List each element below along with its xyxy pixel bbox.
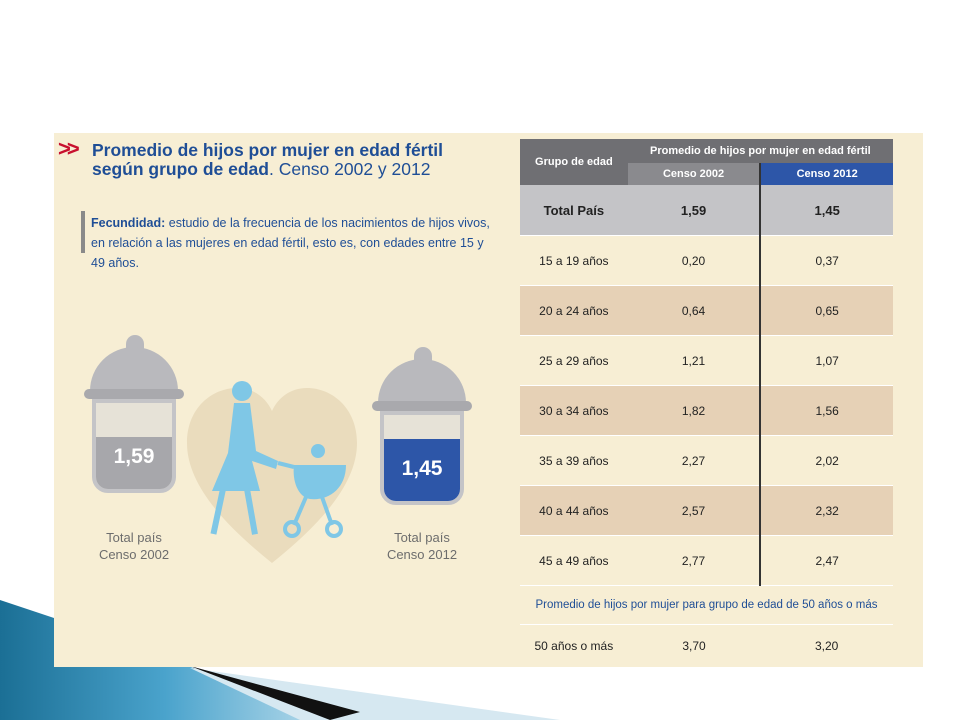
row-label: 40 a 44 años (520, 485, 628, 536)
stroller-wheel-left (283, 520, 301, 538)
jar-2012: 1,45 (372, 347, 472, 507)
table-row-total: Total País 1,59 1,45 (520, 185, 893, 236)
fertility-table: Grupo de edad Promedio de hijos por muje… (520, 139, 893, 667)
heart-shape (187, 388, 357, 563)
jar-rim (84, 389, 184, 399)
value-2002: 2,77 (627, 535, 762, 586)
row-label: 30 a 34 años (520, 385, 628, 436)
jar-body: 1,45 (380, 411, 464, 505)
table-row: 35 a 39 años 2,27 2,02 (520, 435, 893, 486)
baby-head (311, 444, 325, 458)
value-2002: 0,64 (627, 285, 762, 336)
definition-term: Fecundidad: (91, 216, 166, 230)
jar-2002-label: Total país Censo 2002 (84, 529, 184, 563)
table-row: 30 a 34 años 1,82 1,56 (520, 385, 893, 436)
value-2012: 3,20 (760, 624, 893, 667)
table-row: 25 a 29 años 1,21 1,07 (520, 335, 893, 386)
value-2002: 1,59 (627, 185, 762, 236)
jar-2002: 1,59 (84, 335, 184, 495)
row-label: 45 a 49 años (520, 535, 628, 586)
row-label: 35 a 39 años (520, 435, 628, 486)
table-note: Promedio de hijos por mujer para grupo d… (520, 585, 893, 625)
value-2002: 1,21 (627, 335, 762, 386)
jar-label-line1: Total país (394, 530, 450, 545)
table-row: 20 a 24 años 0,64 0,65 (520, 285, 893, 336)
jar-lid (90, 347, 178, 391)
value-2012: 1,45 (760, 185, 893, 236)
value-2012: 2,32 (760, 485, 893, 536)
value-2012: 1,56 (760, 385, 893, 436)
table-row-50-plus: 50 años o más 3,70 3,20 (520, 624, 893, 667)
row-label: 25 a 29 años (520, 335, 628, 386)
infographic-panel: >> Promedio de hijos por mujer en edad f… (54, 133, 923, 667)
jar-2012-label: Total país Censo 2012 (372, 529, 472, 563)
value-2002: 3,70 (627, 624, 761, 667)
value-2012: 0,65 (760, 285, 893, 336)
value-2002: 2,27 (627, 435, 762, 486)
stroller-leg-right (320, 496, 334, 526)
mother-body (212, 403, 278, 491)
table-row: 15 a 19 años 0,20 0,37 (520, 235, 893, 286)
stroller-leg-left (292, 496, 308, 526)
title-sub: . Censo 2002 y 2012 (268, 159, 431, 179)
chevron-icon: >> (58, 136, 80, 161)
header-age-group: Grupo de edad (520, 139, 628, 185)
table-note-row: Promedio de hijos por mujer para grupo d… (520, 585, 893, 625)
infographic-title: Promedio de hijos por mujer en edad fért… (92, 141, 492, 179)
header-average: Promedio de hijos por mujer en edad fért… (627, 139, 893, 163)
definition-text: Fecundidad: estudio de la frecuencia de … (91, 213, 496, 273)
stroller-body (293, 465, 346, 500)
value-2002: 0,20 (627, 235, 762, 286)
jar-rim (372, 401, 472, 411)
jar-lid (378, 359, 466, 403)
jar-body: 1,59 (92, 399, 176, 493)
row-label: Total País (520, 185, 628, 236)
row-label: 15 a 19 años (520, 235, 628, 286)
row-label: 20 a 24 años (520, 285, 628, 336)
jar-value: 1,45 (401, 457, 443, 480)
jar-fill (384, 439, 460, 501)
title-main: Promedio de hijos por mujer en edad fért… (92, 140, 444, 179)
definition-body: estudio de la frecuencia de los nacimien… (91, 216, 490, 270)
value-2012: 1,07 (760, 335, 893, 386)
value-2002: 1,82 (627, 385, 762, 436)
jar-value: 1,59 (113, 445, 155, 468)
jar-label-line1: Total país (106, 530, 162, 545)
header-2012: Censo 2012 (760, 163, 893, 185)
jar-fill (96, 437, 172, 489)
value-2012: 2,02 (760, 435, 893, 486)
value-2012: 0,37 (760, 235, 893, 286)
value-2002: 2,57 (627, 485, 762, 536)
jar-label-line2: Censo 2012 (386, 547, 458, 562)
definition-bar (81, 211, 85, 253)
header-2002: Censo 2002 (627, 163, 762, 185)
stroller-wheel-right (325, 520, 343, 538)
table-row: 45 a 49 años 2,77 2,47 (520, 535, 893, 586)
jar-label-line2: Censo 2002 (98, 547, 170, 562)
stroller-handle (277, 461, 295, 469)
row-label: 50 años o más (520, 624, 628, 667)
mother-head (232, 381, 252, 401)
mother-leg-right (244, 488, 258, 535)
table-row: 40 a 44 años 2,57 2,32 (520, 485, 893, 536)
value-2012: 2,47 (760, 535, 893, 586)
mother-leg-left (210, 488, 226, 535)
mother-stroller-illustration (187, 381, 357, 563)
